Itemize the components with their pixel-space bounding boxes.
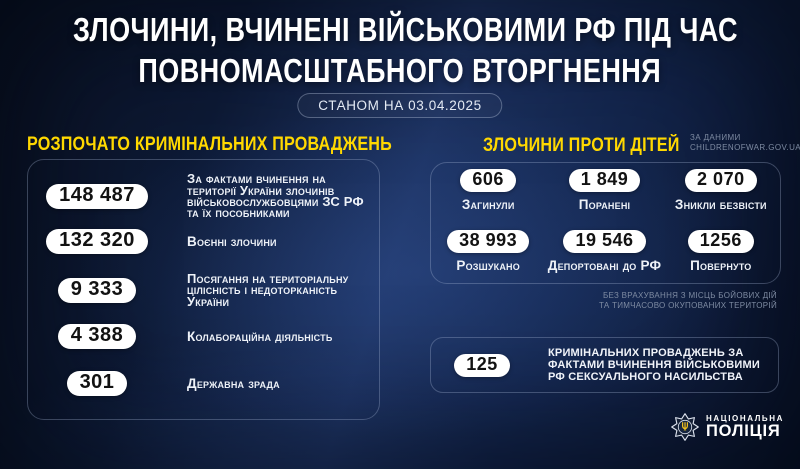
stat-cell: 1 849 Поранені [568, 169, 641, 212]
stat-label: Депортовані до РФ [547, 258, 662, 273]
right-section-heading: ЗЛОЧИНИ ПРОТИ ДІТЕЙ [483, 135, 680, 156]
stat-label: Зникли безвісти [674, 197, 767, 212]
stat-value: 125 [454, 353, 510, 377]
children-crimes-grid: 606 Загинули 1 849 Поранені 2 070 Зникли… [430, 169, 779, 273]
children-crimes-panel [430, 162, 781, 284]
stat-label: Повернуто [690, 258, 752, 273]
trident-icon [681, 422, 688, 431]
left-section-heading: РОЗПОЧАТО КРИМІНАЛЬНИХ ПРОВАДЖЕНЬ [27, 134, 392, 155]
stat-label: Поранені [578, 197, 631, 212]
stat-label: Державна зрада [187, 375, 280, 391]
stat-value: 2 070 [685, 169, 757, 192]
sexual-violence-box: 125 КРИМІНАЛЬНИХ ПРОВАДЖЕНЬ ЗА ФАКТАМИ В… [430, 337, 779, 393]
stat-label: Воєнні злочини [187, 233, 277, 249]
stat-value: 1256 [687, 230, 754, 253]
logo-text-line-2: ПОЛІЦІЯ [706, 422, 781, 440]
stat-cell: 606 Загинули [460, 169, 516, 212]
stat-value: 132 320 [46, 229, 148, 254]
criminal-proceedings-panel [27, 159, 380, 420]
stat-value: 148 487 [46, 183, 148, 209]
page-title-line-1: ЗЛОЧИНИ, ВЧИНЕНІ ВІЙСЬКОВИМИ РФ ПІД ЧАС [72, 11, 738, 48]
stat-cell: 2 070 Зникли безвісти [675, 169, 767, 212]
page-title: ЗЛОЧИНИ, ВЧИНЕНІ ВІЙСЬКОВИМИ РФ ПІД ЧАС … [0, 13, 800, 95]
stat-row: 148 487 За фактами вчинення на території… [27, 172, 378, 220]
data-source-note: ЗА ДАНИМИ CHILDRENOFWAR.GOV.UA [690, 133, 800, 152]
data-source-line-1: ЗА ДАНИМИ [690, 133, 741, 142]
police-star-badge-icon [671, 413, 699, 441]
stat-cell: 1256 Повернуто [687, 230, 754, 273]
stat-value: 38 993 [447, 230, 530, 253]
as-of-date-badge: СТАНОМ НА 03.04.2025 [297, 93, 503, 118]
children-stats-footnote: БЕЗ ВРАХУВАННЯ З МІСЦЬ БОЙОВИХ ДІЙ ТА ТИ… [599, 291, 777, 311]
stat-label: Посягання на територіальну цілісність і … [187, 270, 349, 309]
stat-label: За фактами вчинення на території України… [187, 171, 364, 221]
stat-value: 606 [460, 169, 516, 192]
stat-row: 132 320 Воєнні злочини [27, 228, 378, 255]
data-source-line-2: CHILDRENOFWAR.GOV.UA [690, 142, 800, 152]
stat-value: 19 546 [563, 230, 646, 253]
stat-value: 9 333 [57, 277, 137, 303]
stat-cell: 38 993 Розшукано [447, 230, 530, 273]
stat-label: Загинули [461, 197, 515, 212]
stat-label: КРИМІНАЛЬНИХ ПРОВАДЖЕНЬ ЗА ФАКТАМИ ВЧИНЕ… [548, 346, 760, 384]
page-title-line-2: ПОВНОМАСШТАБНОГО ВТОРГНЕННЯ [138, 52, 662, 89]
stat-row: 301 Державна зрада [27, 370, 378, 397]
stat-label: Колабораційна діяльність [187, 328, 333, 344]
stat-value: 4 388 [57, 324, 137, 349]
stat-row: 9 333 Посягання на територіальну цілісні… [27, 270, 378, 309]
national-police-logo: НАЦІОНАЛЬНА ПОЛІЦІЯ [671, 413, 784, 441]
stat-row: 4 388 Колабораційна діяльність [27, 323, 378, 350]
stat-cell: 19 546 Депортовані до РФ [548, 230, 661, 273]
footnote-line-1: БЕЗ ВРАХУВАННЯ З МІСЦЬ БОЙОВИХ ДІЙ [602, 291, 777, 300]
stat-label: Розшукано [456, 258, 520, 273]
stat-value: 301 [66, 371, 128, 396]
logo-text-line-1: НАЦІОНАЛЬНА [706, 414, 785, 423]
stat-value: 1 849 [568, 169, 641, 192]
footnote-line-2: ТА ТИМЧАСОВО ОКУПОВАНИХ ТЕРИТОРІЙ [598, 301, 777, 310]
